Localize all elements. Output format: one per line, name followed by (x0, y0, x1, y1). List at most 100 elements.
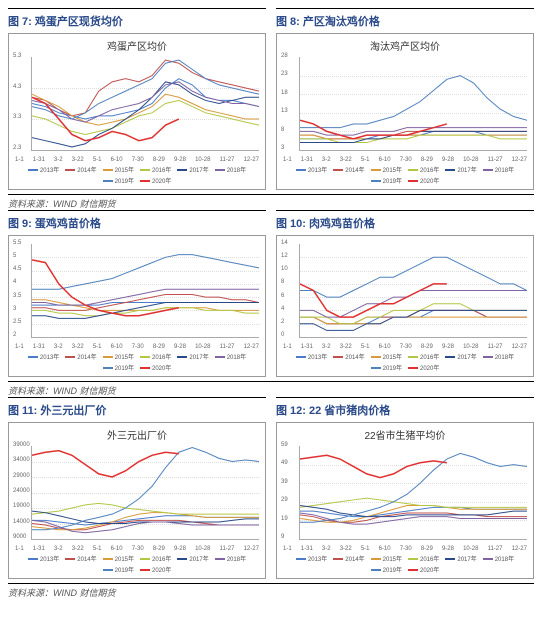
figure-title: 图 10: 肉鸡鸡苗价格 (276, 215, 534, 231)
figure-11: 图 11: 外三元出厂价外三元出厂价3900034000290002400019… (8, 397, 266, 579)
figure-title: 图 9: 蛋鸡鸡苗价格 (8, 215, 266, 231)
legend-item: 2015年 (371, 352, 402, 361)
chart-inner-title: 外三元出厂价 (13, 427, 261, 442)
legend-item: 2013年 (28, 165, 59, 174)
chart-box: 外三元出厂价3900034000290002400019000140009000… (8, 422, 266, 579)
legend-item: 2020年 (140, 176, 171, 185)
x-axis: 1-11-313-23-225-16-107-308-299-2810-2811… (281, 157, 529, 163)
y-axis: 14121086420 (281, 240, 288, 338)
chart-box: 淘汰鸡产区均价28231813831-11-313-23-225-16-107-… (276, 33, 534, 190)
figure-7: 图 7: 鸡蛋产区现货均价鸡蛋产区均价5.34.33.32.3 1-11-313-… (8, 8, 266, 190)
y-axis: 3900034000290002400019000140009000 (13, 442, 30, 540)
chart-box: 14121086420 1-11-313-23-225-16-107-308-29… (276, 235, 534, 377)
legend-item: 2016年 (140, 554, 171, 563)
figure-title: 图 7: 鸡蛋产区现货均价 (8, 13, 266, 29)
legend-item: 2017年 (177, 352, 208, 361)
series-2014年 (32, 60, 259, 116)
figure-title: 图 11: 外三元出厂价 (8, 402, 266, 418)
series-2020年 (300, 120, 447, 139)
legend-item: 2013年 (28, 554, 59, 563)
y-axis: 59493929199 (281, 442, 288, 540)
legend-item: 2015年 (103, 165, 134, 174)
source-text: 资料来源：WIND 财信期货 (8, 381, 534, 397)
legend-item: 2014年 (65, 165, 96, 174)
x-axis: 1-11-313-23-225-16-107-308-299-2810-2811… (13, 546, 261, 552)
figure-title: 图 8: 产区淘汰鸡价格 (276, 13, 534, 29)
legend-item: 2016年 (408, 554, 439, 563)
legend-item: 2017年 (177, 165, 208, 174)
series-2019年 (300, 453, 527, 522)
plot-area: 14121086420 1-11-313-23-225-16-107-308-29… (281, 240, 529, 350)
legend-item: 2017年 (445, 352, 476, 361)
series-2019年 (300, 257, 527, 297)
legend: 2013年2014年2015年2016年2017年2018年2019年2020年 (281, 165, 529, 185)
legend-item: 2019年 (371, 363, 402, 372)
chart-inner-title: 鸡蛋产区均价 (13, 38, 261, 53)
legend-item: 2013年 (28, 352, 59, 361)
plot-area: 3900034000290002400019000140009000 1-11-3… (13, 442, 261, 552)
legend-item: 2017年 (177, 554, 208, 563)
plot-area: 5.554.543.532.52 1-11-313-23-225-16-107-3… (13, 240, 261, 350)
legend-item: 2017年 (445, 165, 476, 174)
series-2015年 (32, 94, 259, 125)
y-axis: 5.34.33.32.3 (13, 53, 21, 151)
legend-item: 2019年 (371, 176, 402, 185)
legend-item: 2020年 (408, 565, 439, 574)
legend-item: 2019年 (371, 565, 402, 574)
series-2020年 (32, 97, 179, 140)
source-text: 资料来源：WIND 财信期货 (8, 194, 534, 210)
legend-item: 2014年 (333, 554, 364, 563)
legend-item: 2020年 (140, 363, 171, 372)
figure-9: 图 9: 蛋鸡鸡苗价格 5.554.543.532.52 1-11-313-23-2… (8, 210, 266, 377)
legend-item: 2018年 (215, 554, 246, 563)
legend-item: 2020年 (408, 363, 439, 372)
legend-item: 2019年 (103, 565, 134, 574)
chart-inner-title: 淘汰鸡产区均价 (281, 38, 529, 53)
legend-item: 2016年 (408, 352, 439, 361)
legend-item: 2014年 (65, 554, 96, 563)
legend-item: 2014年 (333, 352, 364, 361)
legend-item: 2016年 (408, 165, 439, 174)
legend-item: 2018年 (483, 352, 514, 361)
legend-item: 2019年 (103, 363, 134, 372)
series-2016年 (32, 503, 259, 514)
legend-item: 2016年 (140, 165, 171, 174)
figure-10: 图 10: 肉鸡鸡苗价格 14121086420 1-11-313-23-225-1… (276, 210, 534, 377)
y-axis: 5.554.543.532.52 (13, 240, 21, 338)
figure-12: 图 12: 22 省市猪肉价格22省市生猪平均价594939291991-11-… (276, 397, 534, 579)
legend-item: 2017年 (445, 554, 476, 563)
legend-item: 2016年 (140, 352, 171, 361)
plot-area: 5.34.33.32.3 1-11-313-23-225-16-107-308-2… (13, 53, 261, 163)
series-2020年 (300, 455, 447, 477)
x-axis: 1-11-313-23-225-16-107-308-299-2810-2811… (281, 344, 529, 350)
legend-item: 2014年 (65, 352, 96, 361)
legend: 2013年2014年2015年2016年2017年2018年2019年2020年 (281, 554, 529, 574)
series-2018年 (32, 82, 259, 122)
series-2020年 (300, 284, 447, 317)
chart-box: 5.554.543.532.52 1-11-313-23-225-16-107-3… (8, 235, 266, 377)
plot-area: 28231813831-11-313-23-225-16-107-308-299… (281, 53, 529, 163)
legend-item: 2015年 (371, 165, 402, 174)
x-axis: 1-11-313-23-225-16-107-308-299-2810-2811… (13, 344, 261, 350)
series-2020年 (32, 260, 179, 316)
chart-inner-title: 22省市生猪平均价 (281, 427, 529, 442)
x-axis: 1-11-313-23-225-16-107-308-299-2810-2811… (13, 157, 261, 163)
source-text: 资料来源：WIND 财信期货 (8, 583, 534, 599)
legend-item: 2015年 (103, 554, 134, 563)
series-2020年 (32, 451, 179, 477)
plot-area: 59493929199 1-11-313-23-225-16-107-308-29… (281, 442, 529, 552)
x-axis: 1-11-313-23-225-16-107-308-299-2810-2811… (281, 546, 529, 552)
legend-item: 2013年 (296, 165, 327, 174)
legend: 2013年2014年2015年2016年2017年2018年2019年2020年 (13, 554, 261, 574)
legend-item: 2020年 (408, 176, 439, 185)
legend-item: 2018年 (483, 165, 514, 174)
legend: 2013年2014年2015年2016年2017年2018年2019年2020年 (13, 352, 261, 372)
legend: 2013年2014年2015年2016年2017年2018年2019年2020年 (13, 165, 261, 185)
legend-item: 2018年 (483, 554, 514, 563)
series-2019年 (300, 76, 527, 128)
chart-box: 22省市生猪平均价59493929199 1-11-313-23-225-16-1… (276, 422, 534, 579)
chart-box: 鸡蛋产区均价5.34.33.32.3 1-11-313-23-225-16-107… (8, 33, 266, 190)
legend-item: 2013年 (296, 554, 327, 563)
series-2019年 (32, 255, 259, 290)
legend-item: 2019年 (103, 176, 134, 185)
